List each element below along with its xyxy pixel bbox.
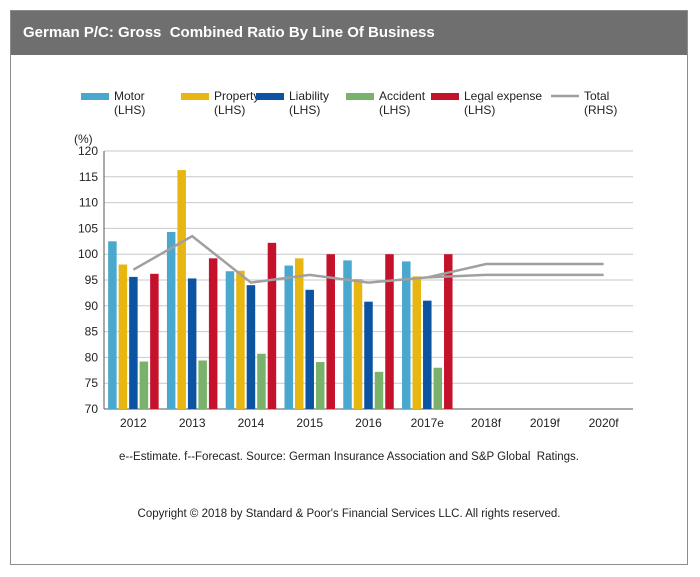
legend-label: Accident: [379, 89, 426, 103]
bar-liability: [187, 278, 197, 409]
y-tick-label: 100: [78, 247, 98, 261]
bar-motor: [225, 271, 235, 409]
bar-legal-expense: [267, 242, 277, 409]
bar-motor: [402, 261, 411, 409]
y-tick-label: 80: [85, 350, 99, 364]
source-note: e--Estimate. f--Forecast. Source: German…: [119, 451, 579, 463]
line-total-0: [132, 234, 604, 284]
legend-axis-label: (LHS): [114, 103, 145, 117]
bar-property: [177, 170, 186, 409]
y-tick-label: 95: [85, 273, 99, 287]
y-tick-label: 70: [85, 402, 99, 416]
y-tick-label: 110: [79, 196, 98, 210]
y-tick-label: 105: [78, 221, 98, 235]
bar-legal-expense: [208, 258, 218, 409]
bar-motor: [166, 232, 176, 409]
bar-motor: [108, 241, 117, 409]
x-tick-label: 2016: [355, 416, 382, 430]
legend-label: Total: [584, 89, 609, 103]
legend-swatch-property: [181, 93, 209, 100]
x-tick-label: 2020f: [589, 416, 620, 430]
x-tick-label: 2015: [296, 416, 323, 430]
y-tick-label: 85: [85, 325, 99, 339]
line-total-1: [427, 273, 604, 279]
chart-title: German P/C: Gross Combined Ratio By Line…: [23, 24, 435, 41]
y-tick-label: 115: [79, 170, 98, 184]
bar-property: [118, 264, 128, 409]
bar-property: [294, 258, 304, 409]
legend-axis-label: (RHS): [584, 103, 617, 117]
legend-swatch-liability: [256, 93, 284, 100]
bar-accident: [374, 371, 384, 409]
bar-motor: [343, 260, 352, 409]
legend-label: Legal expense: [464, 89, 542, 103]
bar-legal-expense: [150, 273, 159, 409]
legend-axis-label: (LHS): [464, 103, 495, 117]
bar-liability: [246, 285, 256, 409]
chart-svg: 70 75 80 85 90 95 100 105 110 115 120(%) 2012 2013 20…: [74, 89, 633, 430]
x-tick-label: 2012: [120, 416, 147, 430]
bar-liability: [423, 300, 432, 409]
bar-accident: [139, 361, 149, 409]
bar-legal-expense: [326, 254, 335, 409]
legend-label: Liability: [289, 89, 329, 103]
bar-liability: [305, 289, 314, 409]
x-tick-label: 2017e: [411, 416, 445, 430]
bar-motor: [284, 265, 293, 409]
x-tick-label: 2013: [179, 416, 206, 430]
bar-liability: [364, 301, 373, 409]
bar-property: [353, 278, 363, 409]
bar-accident: [433, 367, 443, 409]
x-tick-label: 2014: [238, 416, 265, 430]
legend-axis-label: (LHS): [379, 103, 410, 117]
x-tick-label: 2018f: [471, 416, 502, 430]
bar-property: [236, 270, 245, 409]
legend-swatch-accident: [346, 93, 374, 100]
y-tick-label: 75: [85, 376, 99, 390]
legend-label: Motor: [114, 89, 145, 103]
bar-accident: [257, 353, 266, 409]
bar-accident: [315, 362, 325, 409]
bar-property: [412, 276, 422, 409]
bar-legal-expense: [444, 254, 453, 409]
y-axis-title: (%): [74, 132, 93, 146]
bar-legal-expense: [385, 254, 394, 409]
legend-swatch-motor: [81, 93, 109, 100]
chart-frame: German P/C: Gross Combined Ratio By Line…: [10, 10, 688, 565]
legend-axis-label: (LHS): [214, 103, 245, 117]
legend-label: Property: [214, 89, 259, 103]
x-tick-label: 2019f: [530, 416, 561, 430]
legend-swatch-legal-expense: [431, 93, 459, 100]
chart-header: German P/C: Gross Combined Ratio By Line…: [11, 11, 687, 55]
bar-accident: [198, 360, 207, 409]
y-tick-label: 120: [78, 144, 98, 158]
copyright-note: Copyright © 2018 by Standard & Poor's Fi…: [137, 508, 561, 520]
y-tick-label: 90: [85, 299, 99, 313]
legend-axis-label: (LHS): [289, 103, 320, 117]
bar-liability: [129, 276, 138, 409]
